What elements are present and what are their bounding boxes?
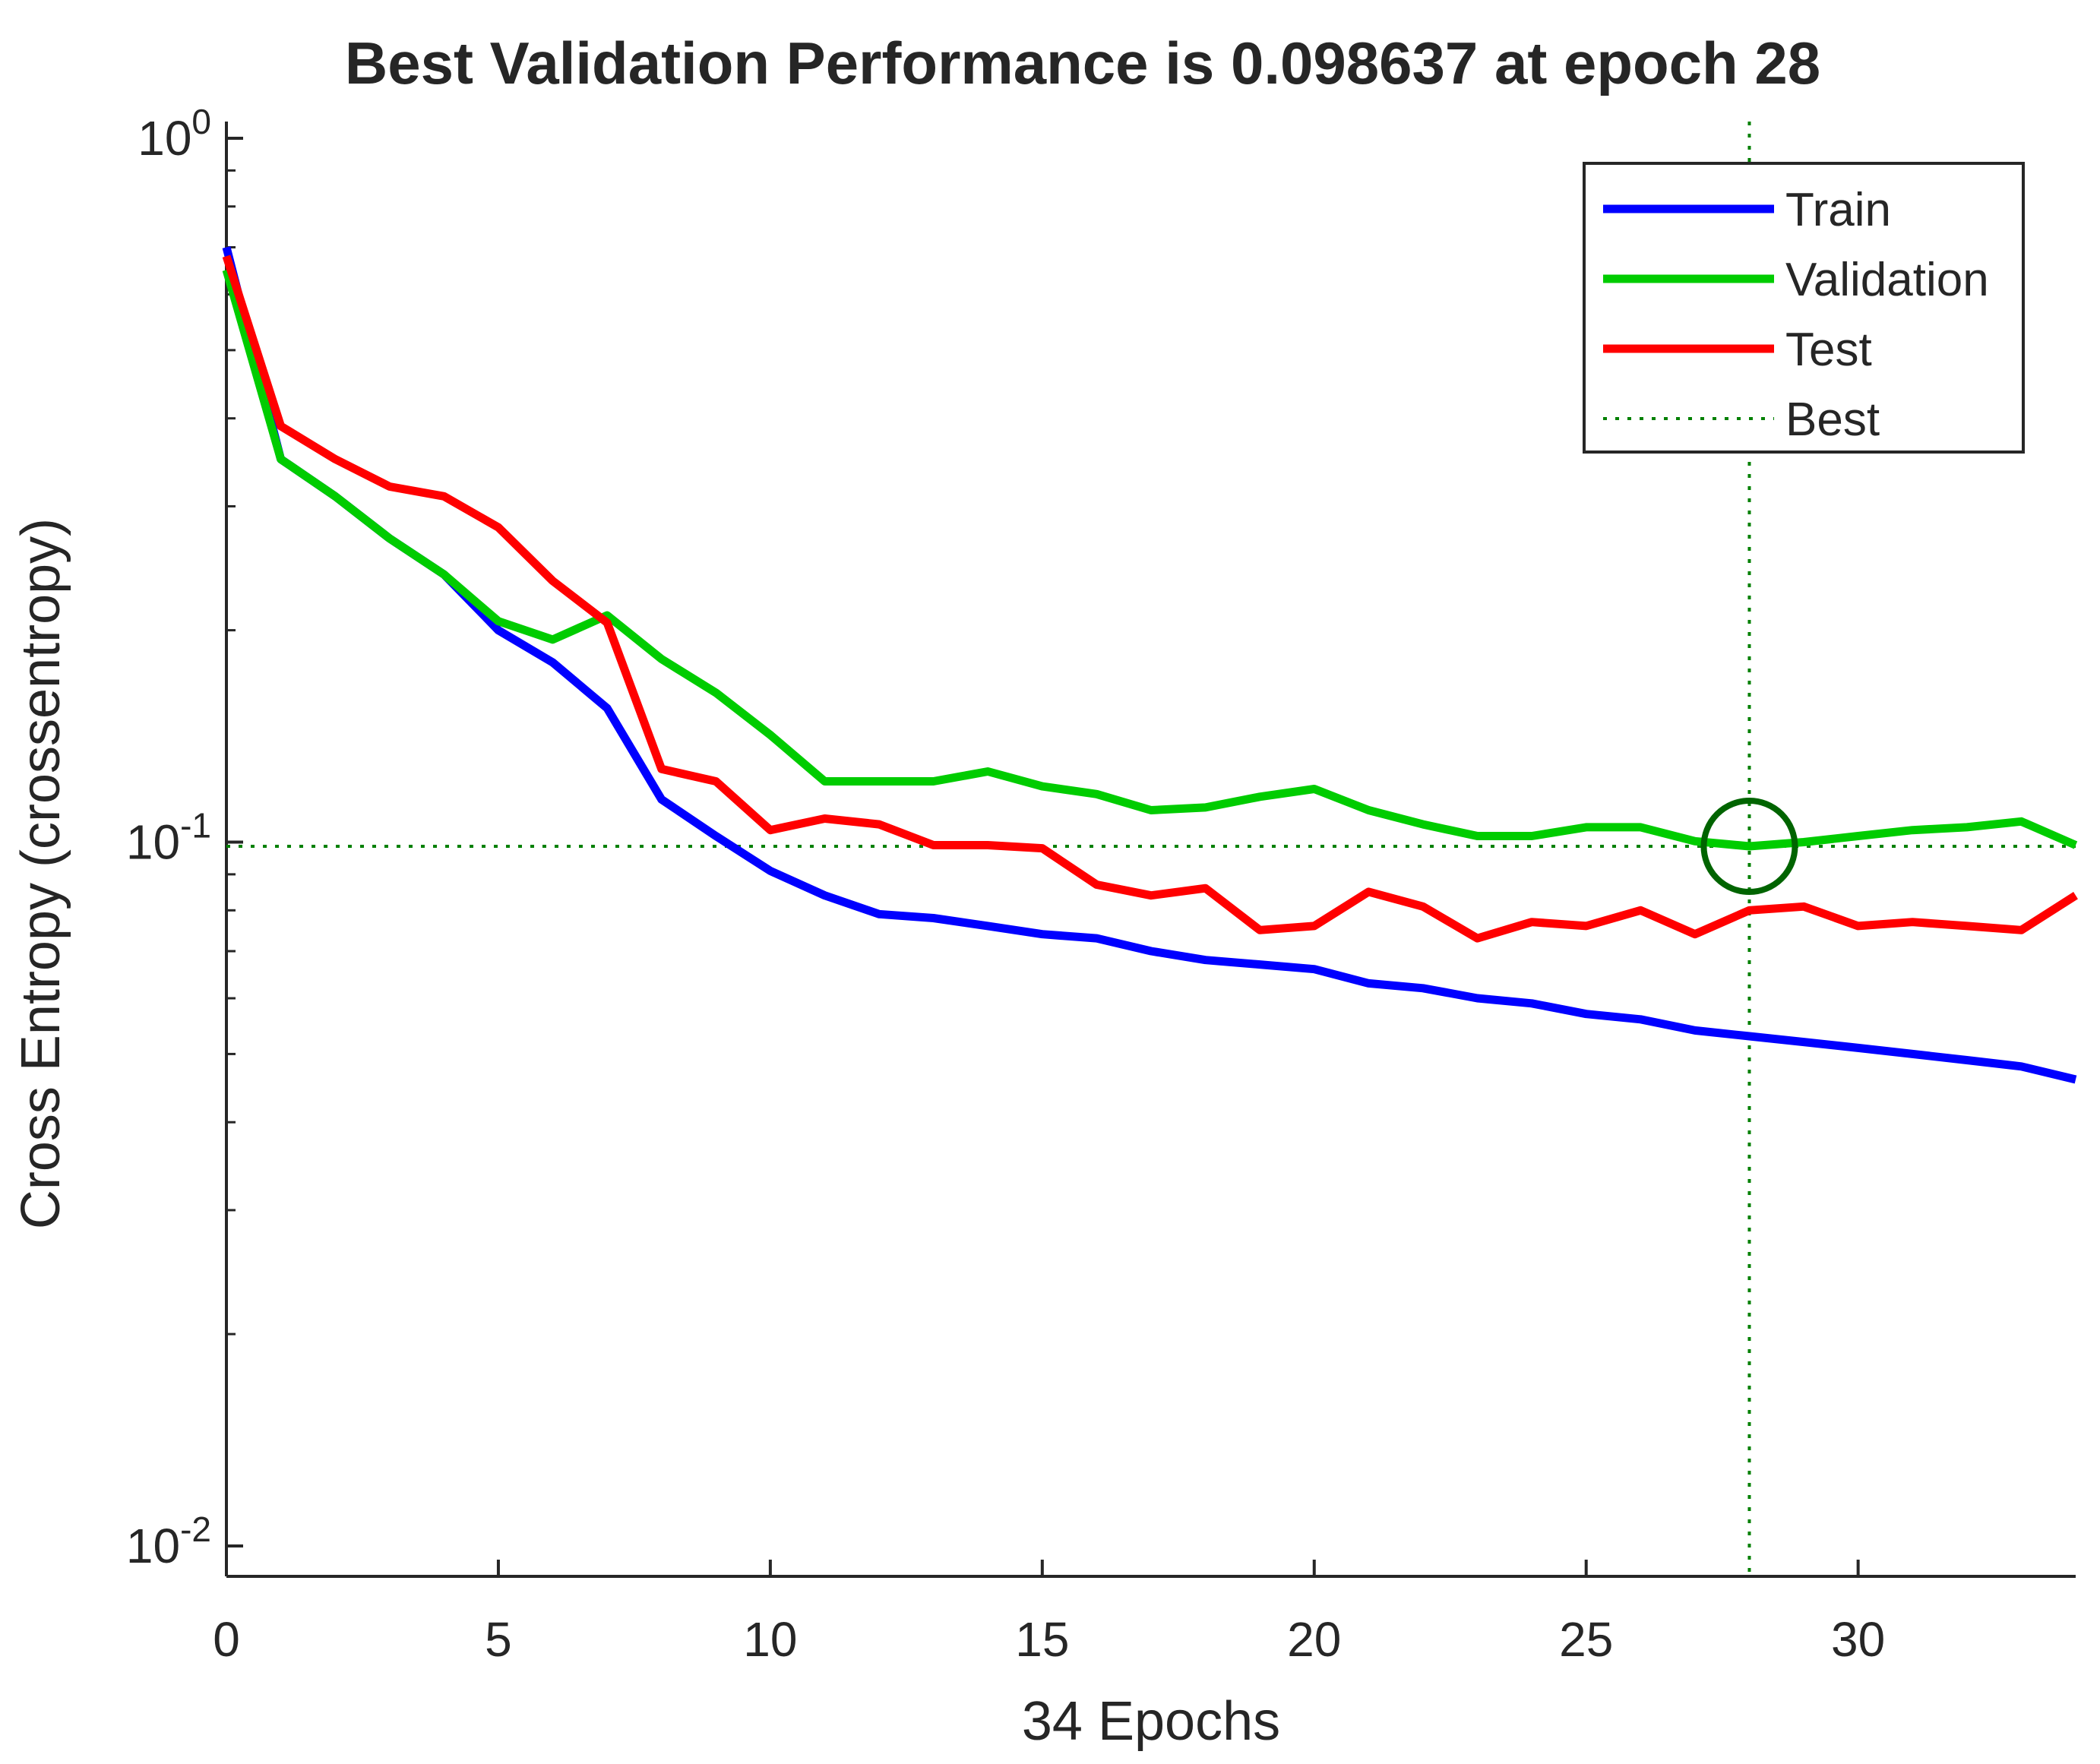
y-axis-label: Cross Entropy (crossentropy) — [11, 518, 71, 1229]
legend-label-test: Test — [1785, 324, 1872, 376]
series-line-validation — [222, 268, 2078, 851]
legend-label-best: Best — [1785, 394, 1880, 446]
x-tick-label: 25 — [1559, 1612, 1613, 1667]
best-point-circle — [1700, 798, 1798, 896]
x-tick-label: 5 — [485, 1612, 512, 1667]
x-tick-label: 30 — [1831, 1612, 1885, 1667]
legend: Train Validation Test Best — [1583, 162, 2025, 454]
y-tick-label: 100 — [138, 102, 211, 166]
legend-label-train: Train — [1785, 184, 1891, 236]
x-tick-label: 15 — [1015, 1612, 1069, 1667]
chart-title: Best Validation Performance is 0.098637 … — [345, 30, 1820, 96]
series-line-train — [222, 246, 2077, 1084]
x-tick-label: 20 — [1287, 1612, 1341, 1667]
x-tick-label: 0 — [213, 1612, 240, 1667]
x-axis-label: 34 Epochs — [1022, 1691, 1280, 1752]
y-tick-label: 10-1 — [126, 806, 211, 870]
series-line-test — [222, 254, 2078, 943]
x-tick-label: 10 — [743, 1612, 797, 1667]
y-tick-label: 10-2 — [126, 1510, 211, 1573]
legend-label-validation: Validation — [1785, 254, 1989, 306]
plot-area: 0 5 10 15 20 25 30 100 10-1 10-2 — [126, 102, 2078, 1667]
